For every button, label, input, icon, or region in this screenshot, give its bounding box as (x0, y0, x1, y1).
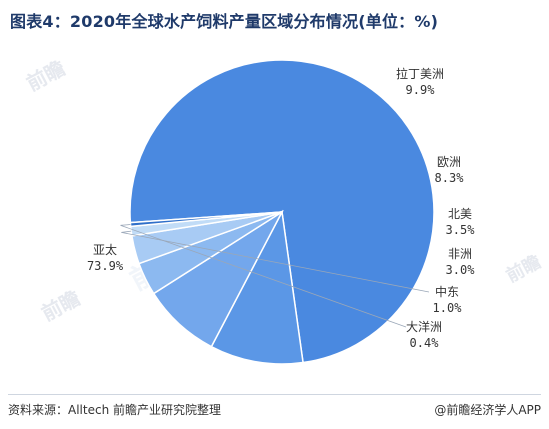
slice-labels: 亚太 73.9% 拉丁美洲 9.9% 欧洲 8.3% 北美 3.5% 非洲 3.0% 中东 1.0% 大… (87, 66, 475, 350)
slice-label: 亚太 (93, 242, 117, 257)
slice-value-label: 9.9% (406, 83, 436, 97)
brand-note: @前瞻经济学人APP (434, 403, 541, 417)
slice-label: 欧洲 (437, 155, 461, 169)
slice-label: 北美 (448, 207, 472, 221)
slice-value-label: 3.5% (446, 223, 476, 237)
slice-label: 拉丁美洲 (396, 66, 444, 81)
label-leader-lines (120, 224, 430, 328)
slice-value-label: 73.9% (87, 259, 124, 273)
slice-value-label: 8.3% (435, 171, 465, 185)
footer-divider (8, 394, 541, 395)
pie-slice-7 (129, 211, 283, 228)
pie-slice-2 (210, 209, 304, 365)
leader-line (121, 230, 430, 293)
slice-label: 非洲 (448, 247, 472, 261)
slice-label: 大洋洲 (406, 319, 442, 334)
pie-slices (129, 59, 435, 365)
leader-line (120, 224, 407, 328)
slice-value-label: 1.0% (433, 301, 463, 315)
slice-value-label: 3.0% (446, 263, 476, 277)
slice-label: 中东 (435, 284, 459, 299)
slice-value-label: 0.4% (410, 336, 440, 350)
source-note: 资料来源：Alltech 前瞻产业研究院整理 (8, 403, 221, 417)
chart-title: 图表4：2020年全球水产饲料产量区域分布情况(单位：%) (10, 12, 439, 31)
